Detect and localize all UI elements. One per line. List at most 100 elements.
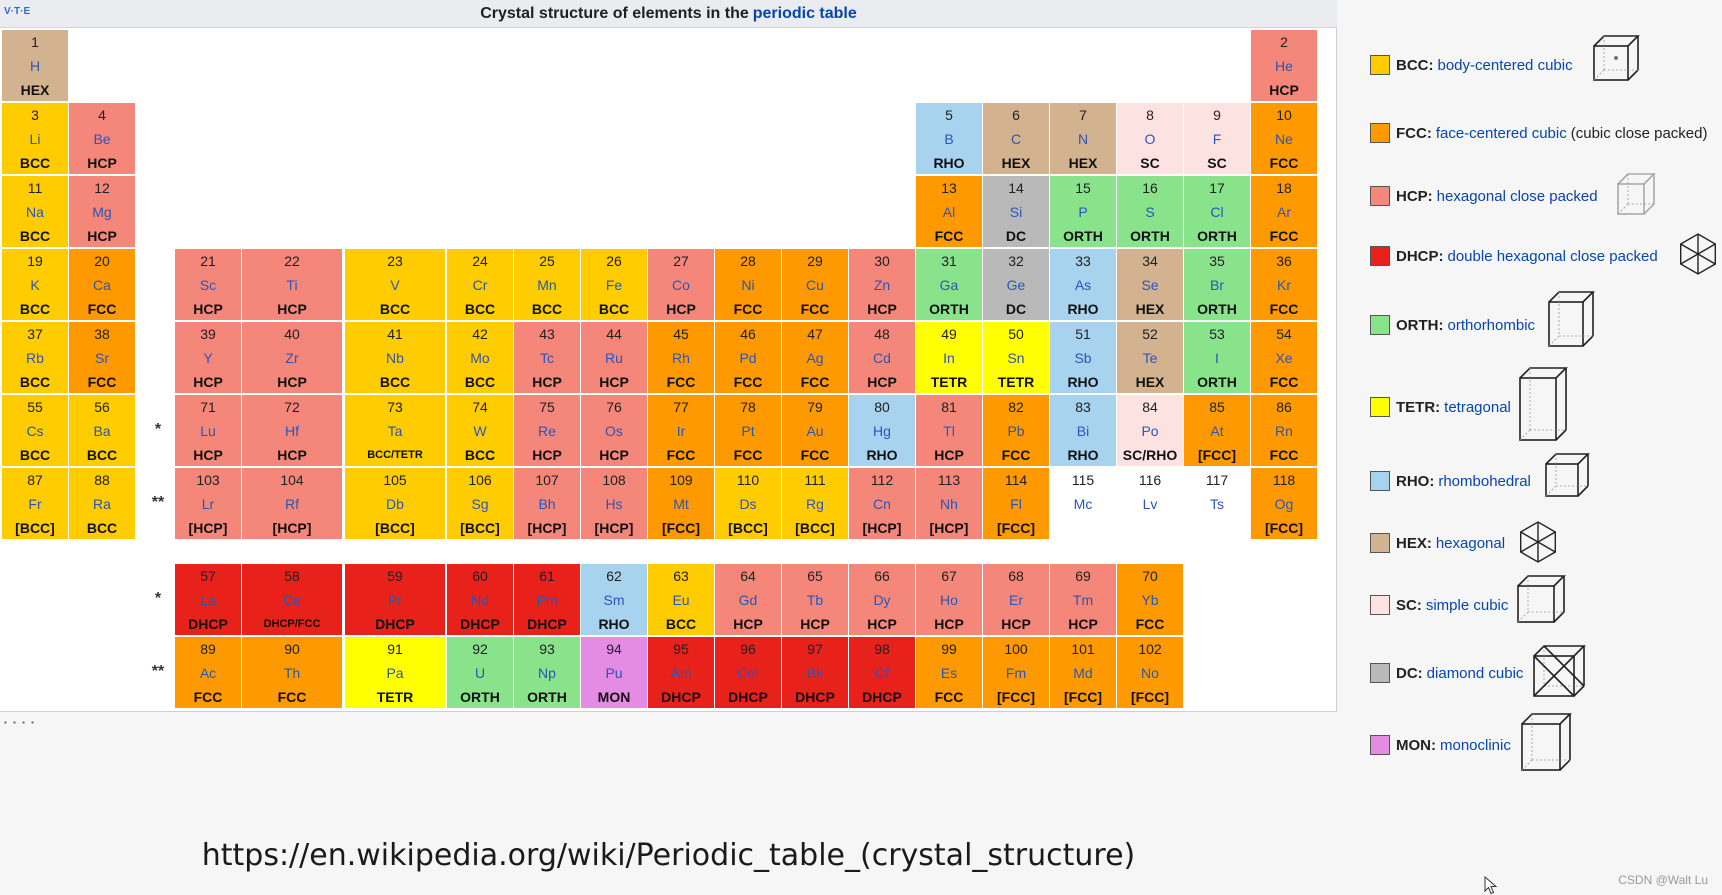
legend-description-link[interactable]: rhombohedral: [1438, 472, 1531, 490]
element-symbol[interactable]: Cr: [472, 277, 488, 293]
element-symbol[interactable]: No: [1141, 665, 1159, 681]
element-cell-ag[interactable]: 47 Ag FCC: [782, 322, 848, 393]
legend-description-link[interactable]: diamond cubic: [1426, 664, 1524, 682]
element-symbol[interactable]: U: [474, 665, 486, 681]
element-symbol[interactable]: Pu: [605, 665, 623, 681]
element-symbol[interactable]: Fe: [605, 277, 623, 293]
element-symbol[interactable]: Ni: [741, 277, 755, 293]
element-symbol[interactable]: Cn: [873, 496, 891, 512]
element-cell-sc[interactable]: 21 Sc HCP: [175, 249, 241, 320]
element-cell-b[interactable]: 5 B RHO: [916, 103, 982, 174]
element-symbol[interactable]: Ar: [1277, 204, 1291, 220]
element-cell-er[interactable]: 68 Er HCP: [983, 564, 1049, 635]
element-symbol[interactable]: Pr: [388, 592, 402, 608]
element-cell-ac[interactable]: 89 Ac FCC: [175, 637, 241, 708]
element-symbol[interactable]: Po: [1141, 423, 1159, 439]
element-cell-pr[interactable]: 59 Pr DHCP: [345, 564, 445, 635]
element-cell-ne[interactable]: 10 Ne FCC: [1251, 103, 1317, 174]
element-symbol[interactable]: Lu: [200, 423, 216, 439]
element-cell-gd[interactable]: 64 Gd HCP: [715, 564, 781, 635]
element-cell-no[interactable]: 102 No [FCC]: [1117, 637, 1183, 708]
element-symbol[interactable]: Tl: [943, 423, 955, 439]
element-cell-mg[interactable]: 12 Mg HCP: [69, 176, 135, 247]
element-symbol[interactable]: Ir: [676, 423, 686, 439]
element-cell-ir[interactable]: 77 Ir FCC: [648, 395, 714, 466]
element-cell-mo[interactable]: 42 Mo BCC: [447, 322, 513, 393]
element-cell-sn[interactable]: 50 Sn TETR: [983, 322, 1049, 393]
element-cell-bh[interactable]: 107 Bh [HCP]: [514, 468, 580, 539]
element-symbol[interactable]: Bk: [806, 665, 824, 681]
element-cell-si[interactable]: 14 Si DC: [983, 176, 1049, 247]
element-cell-rh[interactable]: 45 Rh FCC: [648, 322, 714, 393]
element-symbol[interactable]: Tc: [540, 350, 554, 366]
element-symbol[interactable]: Xe: [1275, 350, 1293, 366]
element-symbol[interactable]: Nb: [386, 350, 404, 366]
element-cell-lr[interactable]: 103 Lr [HCP]: [175, 468, 241, 539]
element-symbol[interactable]: Es: [940, 665, 958, 681]
element-cell-rf[interactable]: 104 Rf [HCP]: [242, 468, 342, 539]
element-cell-fr[interactable]: 87 Fr [BCC]: [2, 468, 68, 539]
element-cell-sg[interactable]: 106 Sg [BCC]: [447, 468, 513, 539]
element-symbol[interactable]: Gd: [738, 592, 758, 608]
periodic-table-link[interactable]: periodic table: [752, 4, 857, 22]
element-symbol[interactable]: Bh: [538, 496, 556, 512]
element-cell-ds[interactable]: 110 Ds [BCC]: [715, 468, 781, 539]
element-symbol[interactable]: Co: [672, 277, 690, 293]
element-symbol[interactable]: Re: [538, 423, 556, 439]
element-cell-db[interactable]: 105 Db [BCC]: [345, 468, 445, 539]
element-symbol[interactable]: Cu: [806, 277, 824, 293]
element-cell-p[interactable]: 15 P ORTH: [1050, 176, 1116, 247]
element-symbol[interactable]: Pm: [536, 592, 558, 608]
element-symbol[interactable]: Pd: [739, 350, 757, 366]
element-cell-fe[interactable]: 26 Fe BCC: [581, 249, 647, 320]
element-cell-np[interactable]: 93 Np ORTH: [514, 637, 580, 708]
element-symbol[interactable]: N: [1077, 131, 1089, 147]
legend-description-link[interactable]: tetragonal: [1444, 398, 1511, 416]
element-symbol[interactable]: Rh: [672, 350, 690, 366]
element-cell-mn[interactable]: 25 Mn BCC: [514, 249, 580, 320]
element-cell-nh[interactable]: 113 Nh [HCP]: [916, 468, 982, 539]
element-cell-he[interactable]: 2 He HCP: [1251, 30, 1317, 101]
element-symbol[interactable]: Md: [1073, 665, 1093, 681]
element-cell-as[interactable]: 33 As RHO: [1050, 249, 1116, 320]
element-cell-hf[interactable]: 72 Hf HCP: [242, 395, 342, 466]
element-cell-y[interactable]: 39 Y HCP: [175, 322, 241, 393]
element-symbol[interactable]: B: [944, 131, 954, 147]
element-cell-xe[interactable]: 54 Xe FCC: [1251, 322, 1317, 393]
element-symbol[interactable]: Hg: [873, 423, 891, 439]
element-cell-md[interactable]: 101 Md [FCC]: [1050, 637, 1116, 708]
element-cell-am[interactable]: 95 Am DHCP: [648, 637, 714, 708]
element-cell-li[interactable]: 3 Li BCC: [2, 103, 68, 174]
element-cell-mt[interactable]: 109 Mt [FCC]: [648, 468, 714, 539]
element-symbol[interactable]: Nh: [940, 496, 958, 512]
element-cell-au[interactable]: 79 Au FCC: [782, 395, 848, 466]
element-cell-f[interactable]: 9 F SC: [1184, 103, 1250, 174]
element-symbol[interactable]: Al: [942, 204, 956, 220]
element-symbol[interactable]: Nd: [471, 592, 489, 608]
element-cell-sm[interactable]: 62 Sm RHO: [581, 564, 647, 635]
element-cell-os[interactable]: 76 Os HCP: [581, 395, 647, 466]
element-cell-ts[interactable]: 117 Ts: [1184, 468, 1250, 539]
legend-description-link[interactable]: orthorhombic: [1447, 316, 1536, 334]
element-cell-al[interactable]: 13 Al FCC: [916, 176, 982, 247]
element-cell-th[interactable]: 90 Th FCC: [242, 637, 342, 708]
element-symbol[interactable]: Mo: [470, 350, 490, 366]
element-symbol[interactable]: Br: [1210, 277, 1224, 293]
element-cell-ru[interactable]: 44 Ru HCP: [581, 322, 647, 393]
element-symbol[interactable]: Cm: [737, 665, 759, 681]
element-cell-te[interactable]: 52 Te HEX: [1117, 322, 1183, 393]
element-cell-tc[interactable]: 43 Tc HCP: [514, 322, 580, 393]
element-symbol[interactable]: O: [1144, 131, 1156, 147]
element-symbol[interactable]: Ge: [1006, 277, 1026, 293]
element-cell-n[interactable]: 7 N HEX: [1050, 103, 1116, 174]
element-cell-fm[interactable]: 100 Fm [FCC]: [983, 637, 1049, 708]
element-symbol[interactable]: Tb: [806, 592, 824, 608]
element-symbol[interactable]: As: [1074, 277, 1092, 293]
element-symbol[interactable]: K: [30, 277, 40, 293]
element-symbol[interactable]: Pt: [741, 423, 755, 439]
element-symbol[interactable]: Th: [283, 665, 301, 681]
element-cell-og[interactable]: 118 Og [FCC]: [1251, 468, 1317, 539]
element-cell-k[interactable]: 19 K BCC: [2, 249, 68, 320]
element-symbol[interactable]: Lv: [1142, 496, 1158, 512]
element-cell-cl[interactable]: 17 Cl ORTH: [1184, 176, 1250, 247]
